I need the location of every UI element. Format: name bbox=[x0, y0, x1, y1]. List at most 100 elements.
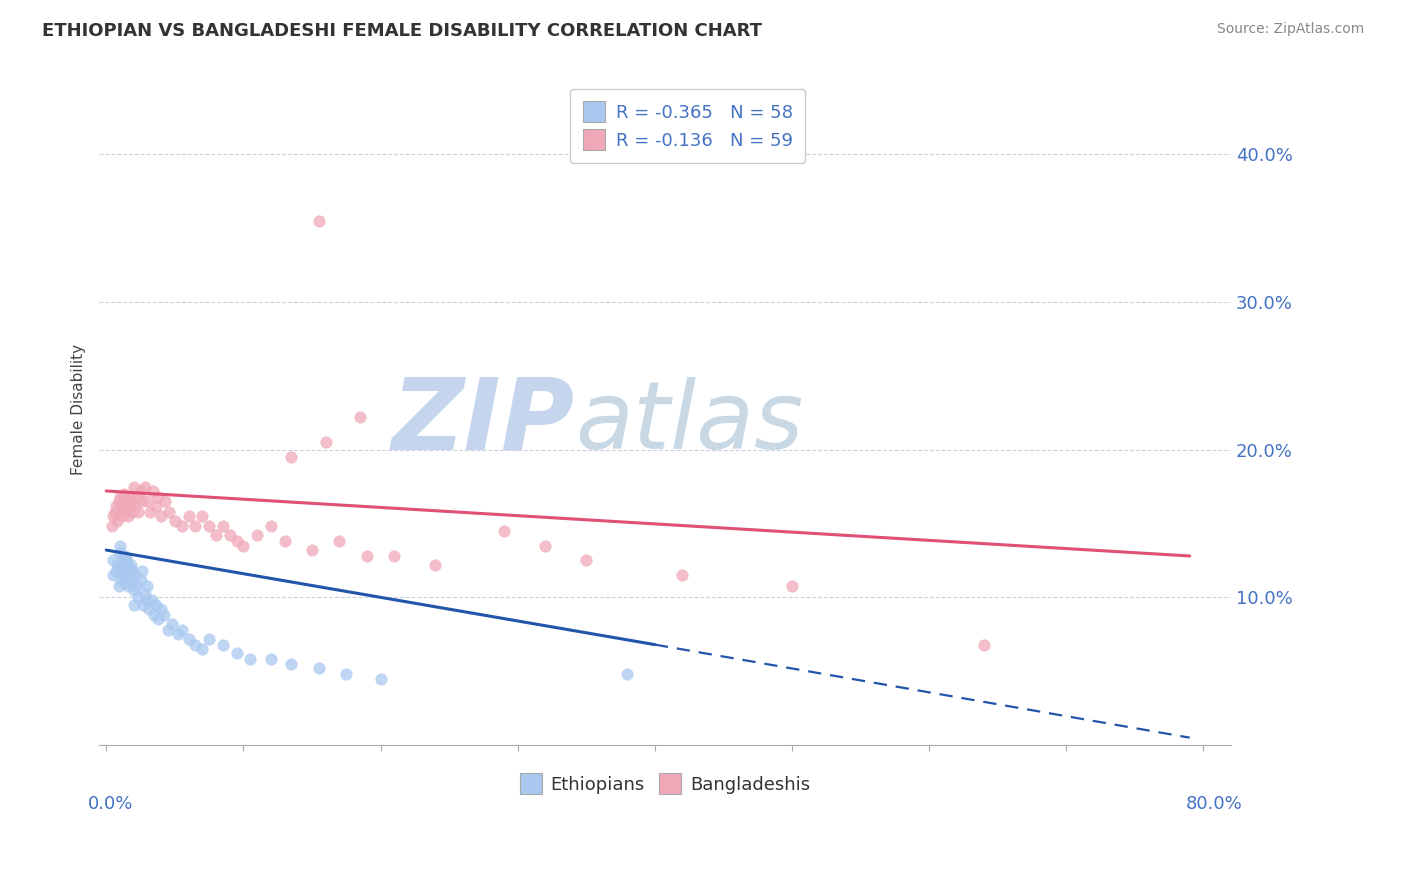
Point bbox=[136, 494, 159, 508]
Point bbox=[184, 519, 207, 533]
Y-axis label: Female Disability: Female Disability bbox=[72, 343, 86, 475]
Point bbox=[117, 568, 139, 582]
Point bbox=[425, 558, 447, 572]
Point bbox=[780, 578, 803, 592]
Point bbox=[112, 558, 135, 572]
Point bbox=[356, 549, 378, 563]
Point bbox=[671, 568, 693, 582]
Point bbox=[534, 539, 557, 553]
Text: 0.0%: 0.0% bbox=[89, 796, 134, 814]
Point bbox=[129, 573, 152, 587]
Point bbox=[260, 652, 283, 666]
Point bbox=[198, 632, 221, 646]
Point bbox=[108, 546, 131, 560]
Point bbox=[121, 564, 143, 578]
Point bbox=[105, 514, 128, 528]
Point bbox=[170, 623, 193, 637]
Point bbox=[111, 549, 134, 563]
Point bbox=[205, 528, 228, 542]
Point bbox=[160, 616, 183, 631]
Point bbox=[114, 575, 136, 590]
Point bbox=[156, 623, 179, 637]
Point bbox=[125, 578, 148, 592]
Point bbox=[273, 534, 295, 549]
Text: atlas: atlas bbox=[575, 377, 803, 468]
Point bbox=[148, 613, 170, 627]
Point bbox=[111, 564, 134, 578]
Point bbox=[382, 549, 405, 563]
Point bbox=[111, 499, 134, 513]
Point bbox=[101, 553, 124, 567]
Point bbox=[301, 543, 323, 558]
Point bbox=[134, 587, 156, 601]
Point bbox=[131, 564, 153, 578]
Point bbox=[191, 642, 214, 657]
Point bbox=[120, 558, 142, 572]
Point bbox=[110, 561, 132, 575]
Point bbox=[117, 509, 139, 524]
Point bbox=[115, 564, 138, 578]
Point bbox=[112, 487, 135, 501]
Point bbox=[616, 667, 638, 681]
Point bbox=[114, 549, 136, 563]
Point bbox=[218, 528, 240, 542]
Point bbox=[155, 494, 177, 508]
Point bbox=[225, 534, 247, 549]
Point bbox=[212, 638, 235, 652]
Point bbox=[150, 602, 173, 616]
Point bbox=[101, 509, 124, 524]
Point bbox=[122, 598, 145, 612]
Point bbox=[145, 598, 167, 612]
Legend: Ethiopians, Bangladeshis: Ethiopians, Bangladeshis bbox=[510, 764, 820, 803]
Point bbox=[166, 627, 188, 641]
Point bbox=[370, 672, 392, 686]
Point bbox=[104, 564, 127, 578]
Point bbox=[114, 505, 136, 519]
Point bbox=[232, 539, 254, 553]
Point bbox=[125, 490, 148, 504]
Point bbox=[138, 602, 160, 616]
Text: 80.0%: 80.0% bbox=[1185, 796, 1241, 814]
Point bbox=[103, 505, 125, 519]
Point bbox=[191, 509, 214, 524]
Point bbox=[139, 505, 162, 519]
Point bbox=[110, 509, 132, 524]
Point bbox=[107, 494, 129, 508]
Point bbox=[112, 568, 135, 582]
Point bbox=[135, 593, 157, 607]
Point bbox=[117, 578, 139, 592]
Point bbox=[124, 568, 146, 582]
Point bbox=[260, 519, 283, 533]
Point bbox=[145, 499, 167, 513]
Point bbox=[492, 524, 515, 538]
Point bbox=[315, 435, 337, 450]
Point bbox=[132, 598, 155, 612]
Point bbox=[157, 505, 180, 519]
Point bbox=[246, 528, 269, 542]
Point bbox=[118, 561, 141, 575]
Point bbox=[142, 483, 165, 498]
Point bbox=[239, 652, 262, 666]
Point bbox=[115, 553, 138, 567]
Point bbox=[115, 494, 138, 508]
Point bbox=[104, 499, 127, 513]
Point bbox=[141, 593, 163, 607]
Text: ZIP: ZIP bbox=[392, 374, 575, 471]
Point bbox=[308, 213, 330, 227]
Point bbox=[170, 519, 193, 533]
Point bbox=[122, 479, 145, 493]
Point bbox=[108, 539, 131, 553]
Point bbox=[124, 499, 146, 513]
Point bbox=[110, 573, 132, 587]
Point bbox=[143, 608, 166, 623]
Point bbox=[105, 558, 128, 572]
Point bbox=[150, 509, 173, 524]
Point bbox=[212, 519, 235, 533]
Point bbox=[136, 578, 159, 592]
Point bbox=[177, 509, 200, 524]
Point bbox=[122, 582, 145, 597]
Point bbox=[101, 568, 124, 582]
Point bbox=[280, 657, 302, 671]
Text: ETHIOPIAN VS BANGLADESHI FEMALE DISABILITY CORRELATION CHART: ETHIOPIAN VS BANGLADESHI FEMALE DISABILI… bbox=[42, 22, 762, 40]
Point bbox=[308, 661, 330, 675]
